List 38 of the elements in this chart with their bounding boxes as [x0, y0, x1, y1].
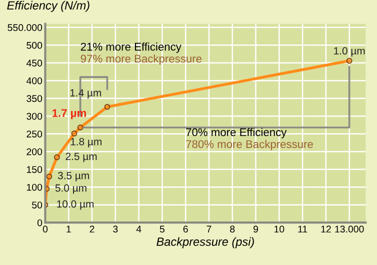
annotation: 1.7 µm — [52, 109, 86, 120]
x-tick-label: 7 — [206, 226, 212, 232]
x-axis-title: Backpressure (psi) — [156, 237, 254, 248]
annotation: 2.5 µm — [66, 152, 97, 162]
annotation: 1.0 µm — [334, 47, 365, 57]
x-tick-label: 11 — [298, 226, 308, 232]
annotation: 21% more Efficiency — [80, 42, 182, 53]
y-tick-label: 300 — [26, 112, 42, 120]
y-tick-label: 500 — [26, 42, 42, 49]
x-tick-label: 0 — [42, 226, 48, 233]
y-tick-label: 400 — [26, 77, 42, 84]
annotation: 10.0 µm — [57, 200, 94, 210]
annotation: 5.0 µm — [55, 184, 86, 194]
x-tick-label: 4 — [136, 226, 142, 232]
y-tick-label: 200 — [26, 148, 42, 156]
annotation: 1.8 µm — [70, 138, 102, 148]
x-tick-label: 5 — [160, 226, 164, 233]
x-tick-label: 9 — [254, 226, 258, 233]
annotation: 3.5 µm — [58, 172, 89, 182]
x-tick-label: 13.000 — [335, 226, 364, 233]
x-tick-label: 10 — [274, 226, 284, 233]
y-tick-label: 150 — [26, 166, 42, 173]
x-tick-label: 2 — [90, 226, 94, 232]
y-tick-label: 450 — [26, 60, 42, 67]
y-tick-label: 50 — [32, 202, 42, 208]
x-tick-label: 1 — [66, 226, 71, 232]
x-tick-label: 8 — [230, 226, 235, 233]
annotation: 1.4 µm — [70, 89, 101, 99]
x-tick-label: 12 — [321, 226, 331, 232]
y-tick-label: 0 — [37, 219, 42, 226]
y-tick-label: 250 — [26, 130, 42, 138]
y-tick-label: 100 — [26, 184, 42, 191]
x-tick-label: 3 — [113, 226, 118, 233]
y-tick-label: 350 — [26, 95, 42, 102]
x-tick-label: 6 — [183, 226, 188, 233]
annotation: 70% more Efficiency — [186, 128, 287, 138]
y-tick-label: 550.000 — [8, 24, 42, 32]
y-axis-title: Efficiency (N/m) — [7, 0, 90, 12]
